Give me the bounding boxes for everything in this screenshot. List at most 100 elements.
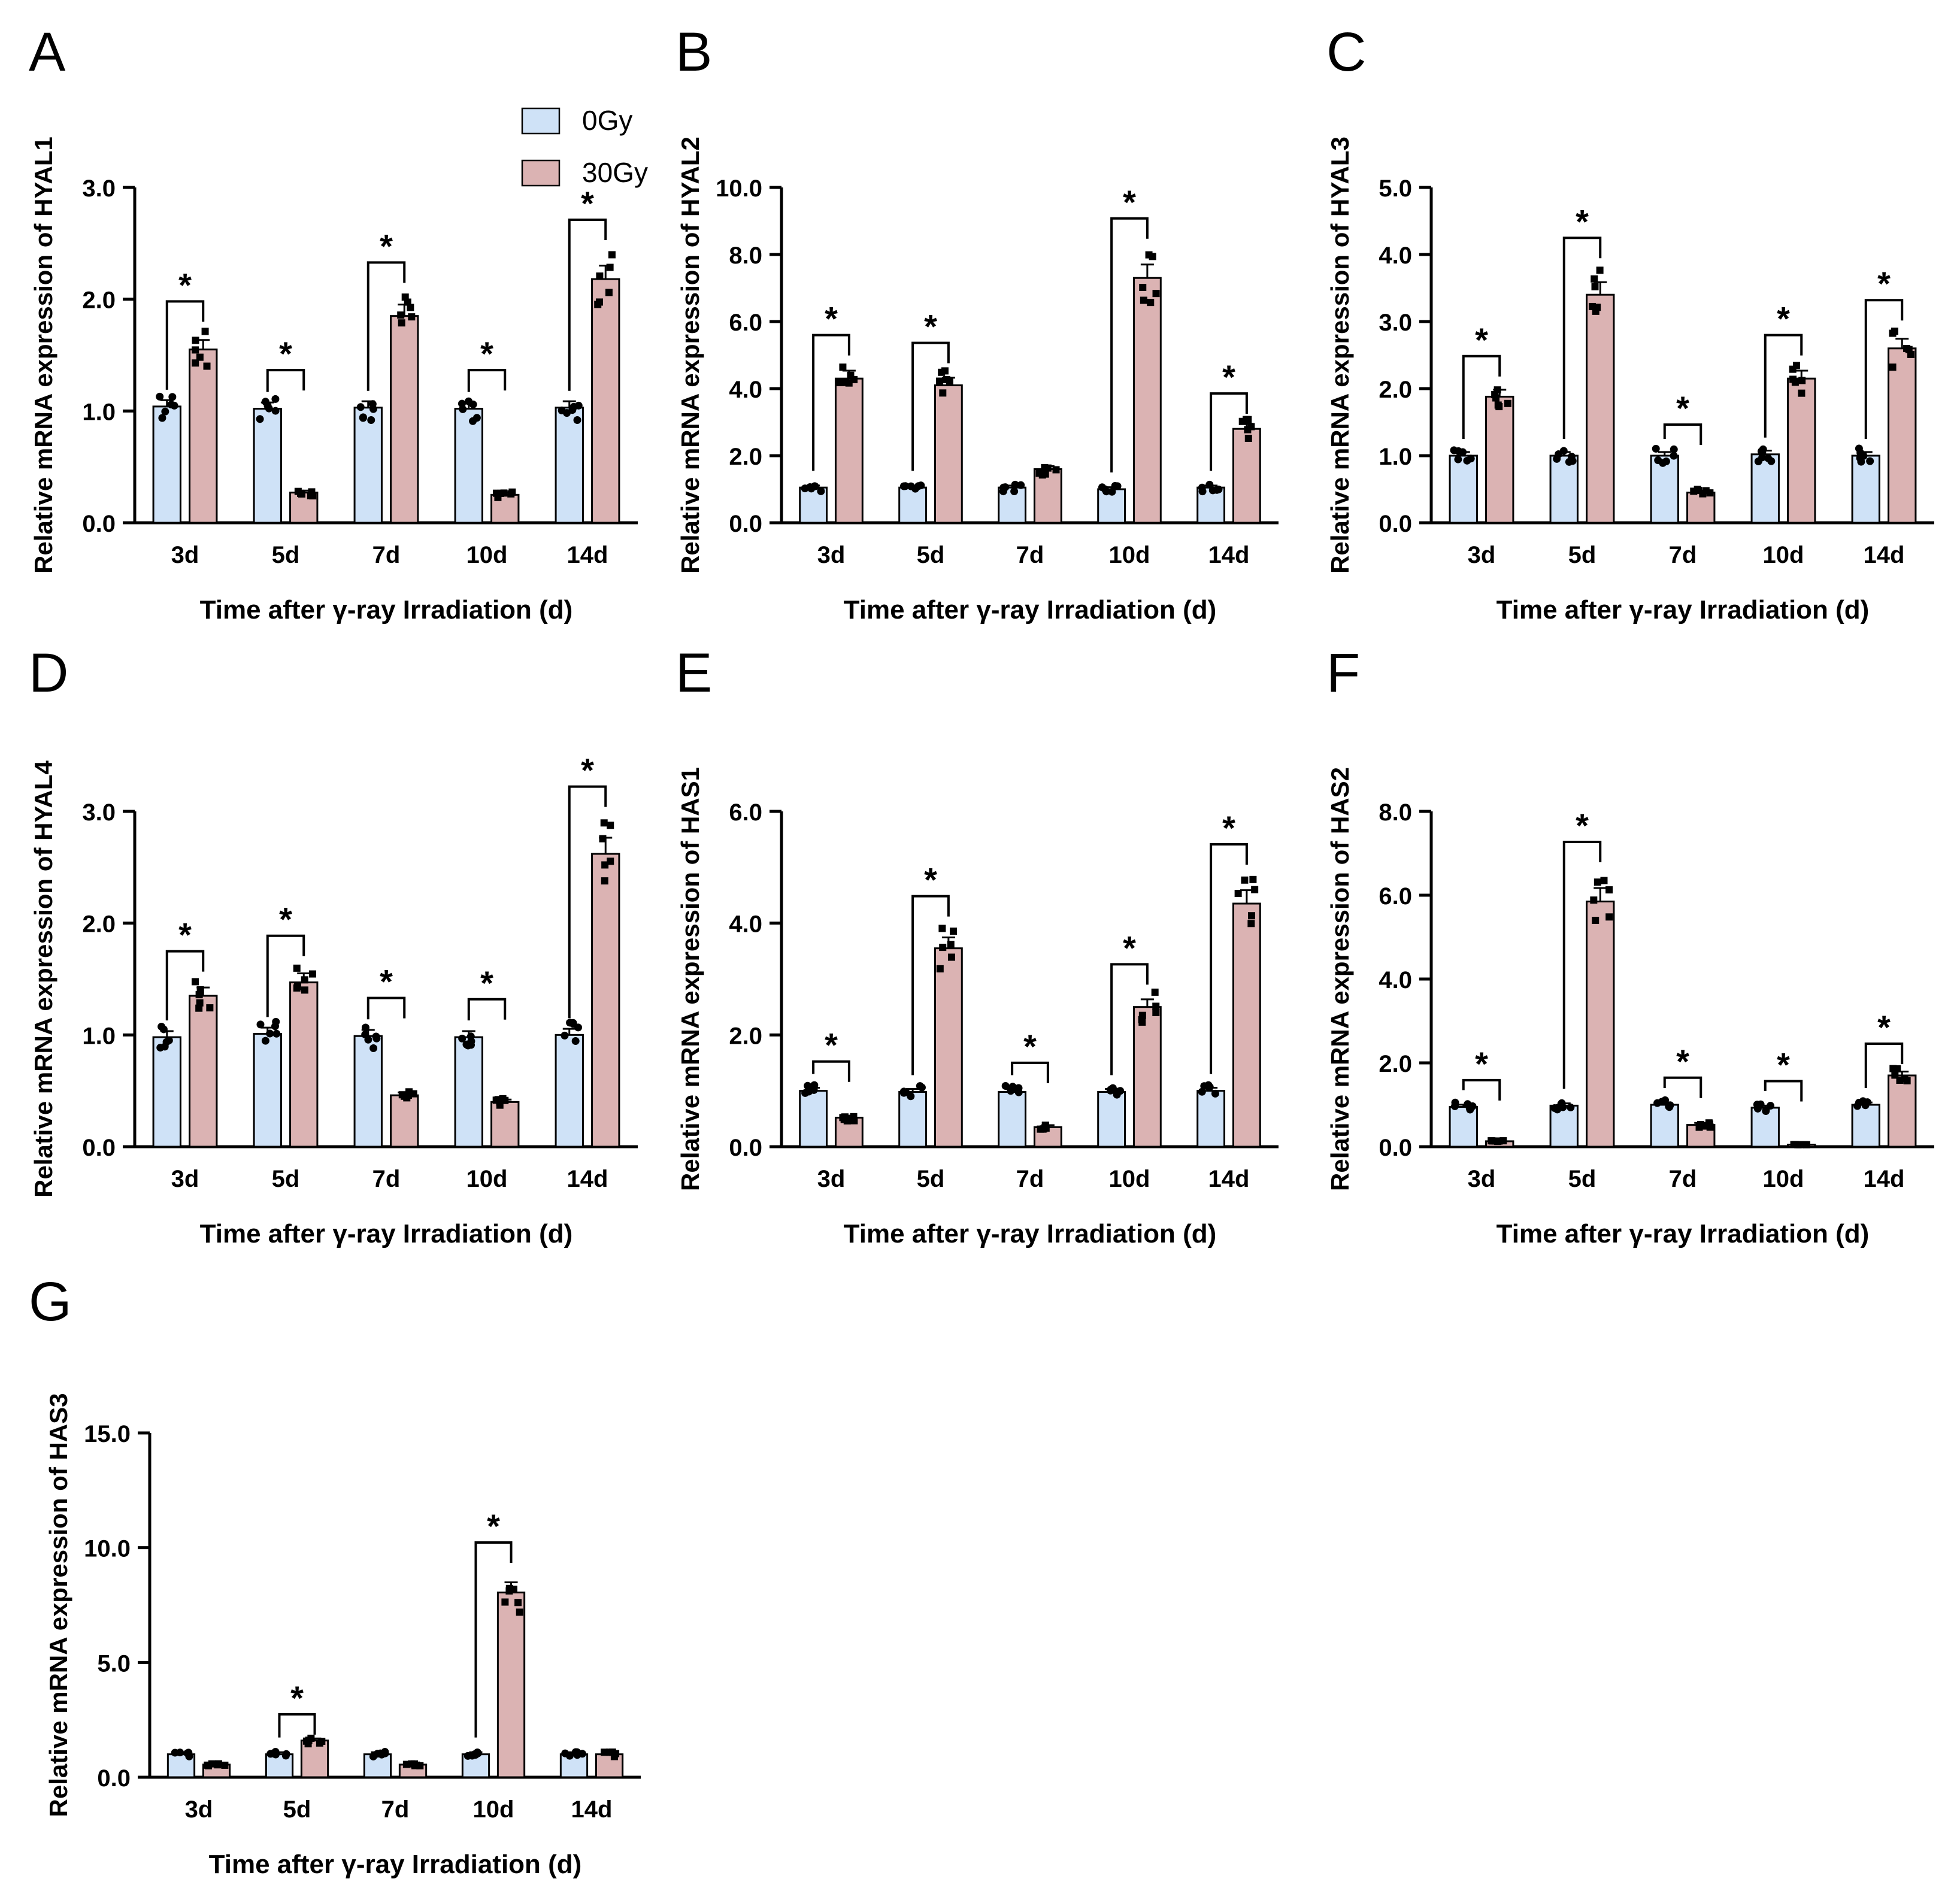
x-tick-label: 5d bbox=[917, 1166, 945, 1192]
data-point bbox=[293, 983, 301, 990]
significance-marker: * bbox=[279, 901, 292, 938]
y-tick-label: 1.0 bbox=[82, 1023, 116, 1049]
data-point bbox=[1247, 920, 1255, 928]
data-point bbox=[516, 1608, 523, 1616]
bar-0gy-3d bbox=[799, 486, 828, 524]
y-tick-label: 0.0 bbox=[82, 1135, 116, 1161]
data-point bbox=[301, 976, 308, 984]
data-point bbox=[1247, 912, 1255, 920]
panel-c: C 0.0 1.0 2.0 3.0 4.0 5.0 Relative mRNA express… bbox=[1326, 22, 1934, 625]
data-point bbox=[367, 416, 375, 424]
data-point bbox=[801, 1089, 810, 1097]
data-point bbox=[1198, 1087, 1206, 1096]
data-point bbox=[1138, 1016, 1146, 1023]
bar-0gy-3d bbox=[1449, 454, 1478, 524]
x-tick-label: 3d bbox=[1468, 1166, 1496, 1192]
data-point bbox=[596, 272, 604, 280]
data-point bbox=[596, 298, 604, 306]
y-tick-label: 1.0 bbox=[82, 399, 116, 425]
data-point bbox=[1662, 457, 1670, 466]
significance-marker: * bbox=[1123, 183, 1136, 221]
significance-marker: * bbox=[178, 266, 192, 304]
x-tick-label: 3d bbox=[817, 1166, 846, 1192]
data-point bbox=[192, 337, 199, 344]
data-point bbox=[601, 877, 608, 885]
significance-bracket bbox=[165, 950, 205, 1021]
data-point bbox=[214, 1760, 222, 1768]
x-axis-title: Time after γ-ray Irradiation (d) bbox=[200, 595, 573, 625]
y-tick-label: 2.0 bbox=[82, 287, 116, 314]
data-point bbox=[1044, 464, 1052, 472]
data-point bbox=[573, 1751, 581, 1759]
data-point bbox=[843, 1117, 851, 1125]
data-point bbox=[607, 857, 614, 865]
significance-marker: * bbox=[1576, 202, 1589, 240]
bar-0gy-14d bbox=[555, 407, 584, 524]
data-point bbox=[272, 1017, 280, 1026]
data-point bbox=[1101, 485, 1109, 493]
data-point bbox=[1796, 1141, 1804, 1148]
data-point bbox=[1559, 447, 1568, 455]
data-point bbox=[1152, 1008, 1160, 1016]
legend-label-0gy: 0Gy bbox=[582, 105, 632, 136]
data-point bbox=[1467, 454, 1475, 463]
data-point bbox=[161, 407, 169, 416]
significance-marker: * bbox=[825, 300, 838, 338]
data-point bbox=[850, 1117, 858, 1125]
bar-30gy-3d bbox=[189, 995, 218, 1148]
panel-b: B 0.0 2.0 4.0 6.0 8.0 10.0 Relative mRNA expres… bbox=[675, 22, 1279, 625]
panel-letter: D bbox=[29, 643, 68, 704]
data-point bbox=[911, 484, 919, 493]
data-point bbox=[1654, 456, 1662, 465]
x-tick-label: 7d bbox=[1016, 1166, 1044, 1192]
data-point bbox=[1001, 1082, 1010, 1090]
bar-0gy-5d bbox=[1549, 454, 1579, 524]
data-point bbox=[1152, 1002, 1160, 1010]
significance-bracket bbox=[1562, 237, 1602, 439]
data-point bbox=[1567, 1103, 1575, 1111]
significance-bracket bbox=[278, 1713, 316, 1738]
data-point bbox=[1853, 1102, 1862, 1110]
bar-0gy-7d bbox=[1650, 1104, 1679, 1148]
bar-30gy-14d bbox=[1888, 1074, 1917, 1148]
y-tick-label: 8.0 bbox=[1379, 799, 1412, 826]
bar-0gy-7d bbox=[998, 1091, 1027, 1148]
data-point bbox=[1454, 455, 1462, 463]
y-tick-label: 4.0 bbox=[729, 377, 762, 403]
y-tick-label: 3.0 bbox=[82, 175, 116, 202]
data-point bbox=[1690, 487, 1698, 495]
data-point bbox=[381, 1749, 389, 1757]
data-point bbox=[1001, 483, 1010, 492]
data-point bbox=[356, 403, 365, 411]
data-point bbox=[1213, 486, 1221, 494]
x-tick-label: 14d bbox=[1864, 1166, 1905, 1192]
data-point bbox=[1553, 1104, 1562, 1112]
data-point bbox=[1107, 1086, 1115, 1094]
data-point bbox=[196, 353, 204, 361]
data-point bbox=[600, 819, 608, 827]
data-point bbox=[195, 991, 203, 999]
data-point bbox=[1241, 876, 1249, 884]
bar-30gy-10d bbox=[490, 1101, 520, 1148]
data-point bbox=[469, 417, 477, 425]
data-point bbox=[1244, 426, 1252, 434]
data-point bbox=[1238, 417, 1246, 425]
data-point bbox=[208, 1760, 216, 1768]
x-tick-label: 7d bbox=[381, 1796, 410, 1823]
data-point bbox=[410, 1090, 417, 1098]
legend-label-30gy: 30Gy bbox=[582, 157, 648, 188]
x-axis-title: Time after γ-ray Irradiation (d) bbox=[209, 1850, 582, 1879]
significance-bracket bbox=[366, 261, 406, 391]
data-point bbox=[1665, 1102, 1673, 1111]
data-point bbox=[411, 1762, 419, 1769]
y-tick-label: 2.0 bbox=[729, 1023, 762, 1049]
data-point bbox=[1605, 913, 1613, 921]
significance-marker: * bbox=[1475, 1045, 1488, 1083]
bar-0gy-10d bbox=[1097, 1091, 1126, 1148]
significance-bracket bbox=[1011, 1061, 1049, 1083]
bar-30gy-14d bbox=[595, 1753, 624, 1778]
data-point bbox=[938, 368, 946, 376]
data-point bbox=[1594, 304, 1601, 311]
data-point bbox=[369, 1044, 378, 1053]
x-axis-title: Time after γ-ray Irradiation (d) bbox=[200, 1219, 573, 1248]
